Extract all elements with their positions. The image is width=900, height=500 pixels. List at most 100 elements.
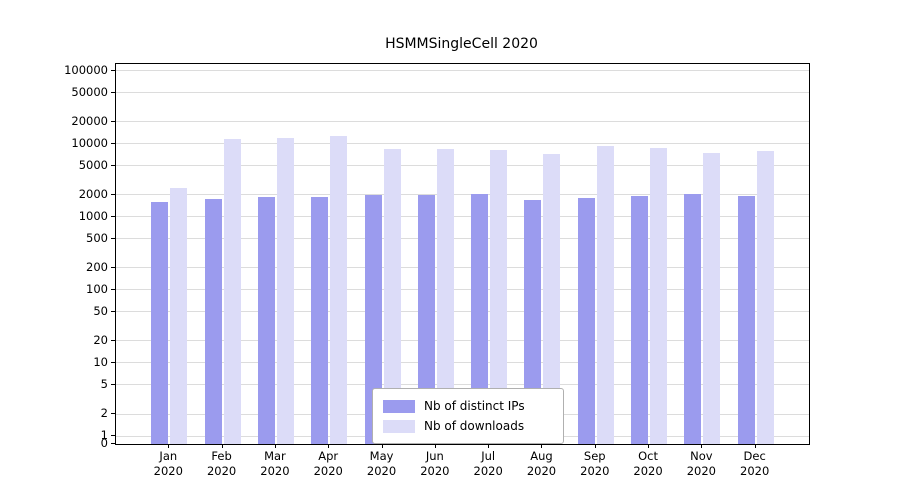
x-tick-label: Mar 2020: [260, 449, 290, 478]
y-tick-label: 0: [100, 436, 108, 450]
y-tick-mark: [111, 120, 115, 122]
bar-distinct-ips-oct: [631, 195, 649, 444]
y-tick-label: 100: [86, 281, 108, 296]
x-tick-label: May 2020: [366, 449, 397, 478]
gridline-y-20: [116, 340, 809, 342]
bar-downloads-sep: [596, 145, 614, 444]
bar-distinct-ips-aug: [524, 200, 542, 444]
x-tick-mark: [434, 444, 436, 448]
gridline-y-2000: [116, 194, 809, 196]
x-tick-label: Aug 2020: [526, 449, 557, 478]
gridline-y-5: [116, 384, 809, 386]
bar-downloads-may: [383, 149, 401, 444]
y-tick-mark: [111, 164, 115, 166]
bar-distinct-ips-dec: [737, 195, 755, 444]
bar-downloads-nov: [703, 153, 721, 444]
legend: Nb of distinct IPs Nb of downloads: [372, 388, 564, 444]
gridline-y-5000: [116, 165, 809, 167]
y-tick-mark: [111, 142, 115, 144]
y-tick-mark: [111, 443, 115, 444]
y-tick-mark: [111, 193, 115, 195]
x-tick-label: Jun 2020: [420, 449, 450, 478]
y-tick-label: 10: [93, 354, 108, 369]
y-tick-label: 500: [86, 230, 108, 245]
bar-downloads-apr: [330, 135, 348, 444]
y-tick-mark: [111, 413, 115, 415]
x-tick-mark: [701, 444, 703, 448]
bar-downloads-jun: [436, 149, 454, 444]
bar-distinct-ips-may: [364, 194, 382, 444]
y-tick-label: 10000: [71, 135, 108, 150]
bar-downloads-aug: [543, 154, 561, 444]
x-tick-mark: [648, 444, 650, 448]
x-tick-mark: [328, 444, 330, 448]
gridline-y-10000: [116, 143, 809, 145]
gridline-y-20000: [116, 121, 809, 123]
bar-distinct-ips-jul: [471, 194, 489, 444]
bar-distinct-ips-apr: [311, 196, 329, 444]
x-tick-label: Oct 2020: [633, 449, 663, 478]
bar-distinct-ips-mar: [257, 197, 275, 444]
x-tick-mark: [754, 444, 756, 448]
x-tick-label: Feb 2020: [206, 449, 237, 478]
plot-area: [115, 63, 810, 445]
gridline-y-200: [116, 267, 809, 269]
y-tick-label: 50000: [71, 84, 108, 99]
x-tick-label: Sep 2020: [580, 449, 610, 478]
bar-downloads-jan: [170, 187, 188, 444]
gridline-y-1000: [116, 216, 809, 218]
y-tick-label: 100000: [64, 62, 108, 77]
x-tick-mark: [274, 444, 276, 448]
y-tick-mark: [111, 69, 115, 71]
y-tick-label: 5000: [78, 157, 108, 172]
bar-downloads-dec: [756, 151, 774, 444]
bar-downloads-jul: [490, 150, 508, 444]
legend-label-downloads: Nb of downloads: [424, 419, 525, 433]
gridline-y-50000: [116, 92, 809, 94]
y-tick-mark: [111, 288, 115, 290]
x-tick-label: Nov 2020: [686, 449, 717, 478]
bar-downloads-oct: [650, 148, 668, 444]
y-tick-label: 2000: [78, 186, 108, 201]
x-tick-mark: [221, 444, 223, 448]
legend-swatch-downloads: [383, 419, 415, 433]
bar-downloads-mar: [276, 138, 294, 444]
bar-downloads-feb: [223, 139, 241, 444]
x-tick-mark: [541, 444, 543, 448]
gridline-y-100: [116, 289, 809, 291]
y-tick-mark: [111, 383, 115, 385]
y-tick-label: 50: [93, 303, 108, 318]
x-tick-label: Jan 2020: [153, 449, 183, 478]
bar-distinct-ips-nov: [684, 194, 702, 444]
legend-label-distinct-ips: Nb of distinct IPs: [424, 399, 525, 413]
gridline-y-50: [116, 311, 809, 313]
y-tick-label: 5: [100, 376, 108, 391]
y-tick-label: 200: [86, 259, 108, 274]
y-tick-label: 20000: [71, 113, 108, 128]
x-tick-mark: [168, 444, 170, 448]
y-tick-mark: [111, 215, 115, 217]
x-tick-mark: [381, 444, 383, 448]
bar-distinct-ips-feb: [204, 199, 222, 444]
legend-entry-distinct-ips: Nb of distinct IPs: [383, 396, 553, 416]
bar-distinct-ips-jan: [151, 202, 169, 444]
y-tick-mark: [111, 310, 115, 312]
bar-distinct-ips-sep: [577, 198, 595, 444]
gridline-y-500: [116, 238, 809, 240]
y-tick-mark: [111, 361, 115, 363]
x-tick-mark: [488, 444, 490, 448]
x-tick-mark: [594, 444, 596, 448]
y-tick-mark: [111, 91, 115, 93]
legend-swatch-distinct-ips: [383, 399, 415, 413]
y-tick-label: 2: [100, 406, 108, 421]
y-tick-label: 20: [93, 332, 108, 347]
chart-title: HSMMSingleCell 2020: [385, 36, 538, 52]
y-tick-label: 1000: [78, 208, 108, 223]
y-tick-mark: [111, 237, 115, 239]
y-tick-mark: [111, 435, 115, 437]
y-tick-mark: [111, 266, 115, 268]
bar-distinct-ips-jun: [417, 194, 435, 444]
x-tick-label: Apr 2020: [313, 449, 343, 478]
x-tick-label: Jul 2020: [473, 449, 503, 478]
